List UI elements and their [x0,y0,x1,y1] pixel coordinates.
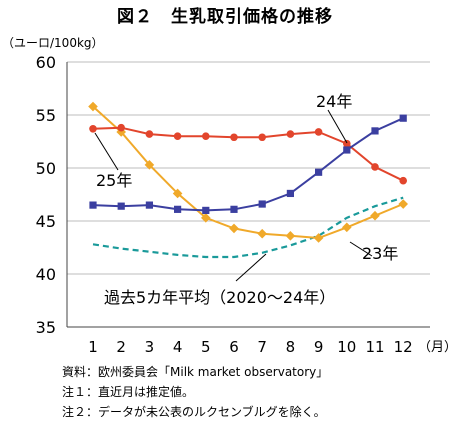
y-axis-label: （ユーロ/100kg） [2,36,104,50]
data-point [201,213,211,223]
data-point [230,133,238,142]
data-point [257,228,267,239]
series-label-avg: 過去5カ年平均（2020～24年） [104,288,335,307]
x-tick-label: 5 [201,338,211,356]
x-tick-label: 11 [365,338,384,356]
leader-24 [327,109,348,144]
x-axis-unit: （月） [418,340,450,355]
data-point [371,163,379,171]
data-point [202,132,210,140]
y-tick-label: 55 [36,106,56,125]
x-tick-label: 9 [314,338,324,356]
y-tick-label: 60 [36,53,56,72]
leader-25 [94,132,119,171]
data-point [258,200,266,208]
data-point [145,201,153,209]
data-point [89,124,97,133]
data-point [144,160,155,170]
x-tick-label: 6 [229,338,239,356]
data-point [315,168,323,176]
leader-avg [235,253,267,282]
x-tick-label: 1 [88,338,98,356]
y-tick-label: 45 [36,212,56,231]
leader-23 [349,241,373,257]
y-tick-label: 35 [36,318,56,337]
x-tick-label: 3 [145,338,155,356]
x-tick-label: 8 [286,338,296,356]
data-point [371,127,379,135]
note-1: 注１：直近月は推定値。 [62,385,195,399]
data-point [342,222,352,233]
data-point [145,130,154,138]
data-point [89,201,97,209]
data-point [286,130,295,138]
series-line-4 [92,196,404,259]
note-source: 資料：欧州委員会「Milk market observatory」 [62,365,329,379]
data-point [88,101,98,112]
data-point [229,223,239,234]
data-point [285,231,296,241]
data-point [116,127,126,137]
x-tick-label: 12 [394,338,413,356]
data-point [286,189,294,198]
series-line-3 [92,117,404,212]
x-tick-label: 7 [257,338,267,356]
data-point [343,139,351,148]
series-label-25: 25年 [96,171,132,190]
series-line-1 [92,105,404,240]
data-point [314,128,323,136]
data-point [399,176,408,185]
y-tick-label: 50 [36,159,56,178]
data-point [370,210,380,221]
x-tick-label: 2 [116,338,126,356]
data-point [202,206,210,214]
data-point [174,205,182,213]
data-point [117,123,125,132]
data-point [399,114,407,122]
data-point [313,233,324,243]
data-point [258,133,267,142]
series-label-24: 24年 [316,92,352,111]
x-tick-label: 10 [337,338,356,356]
data-point [173,132,182,140]
series-label-23: 23年 [362,244,398,263]
y-tick-label: 40 [36,265,56,284]
data-point [230,205,238,213]
data-point [343,146,351,154]
data-point [172,188,183,199]
data-point [117,202,125,210]
x-tick-label: 4 [173,338,183,356]
note-2: 注２：データが未公表のルクセンブルグを除く。 [62,405,326,419]
chart-notes: 資料：欧州委員会「Milk market observatory」 注１：直近月… [62,362,328,422]
chart-title: 図２ 生乳取引価格の推移 [117,7,333,27]
data-point [398,199,408,209]
